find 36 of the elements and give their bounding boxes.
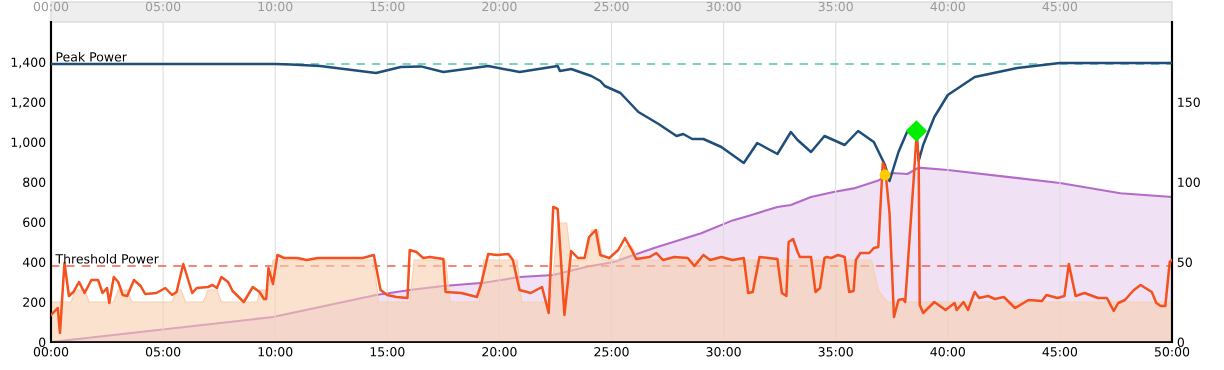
x-tick-label: 00:00 xyxy=(33,347,69,357)
x-tick-label: 40:00 xyxy=(930,347,965,357)
y2-tick-label: 0 xyxy=(1177,337,1184,347)
x2-tick-label: 25:00 xyxy=(594,1,629,12)
y2-tick-label: 50 xyxy=(1177,257,1192,267)
x-tick-label: 30:00 xyxy=(706,347,741,357)
x2-tick-label: 05:00 xyxy=(145,1,181,12)
y-tick-label: 0 xyxy=(39,337,46,347)
y-tick-label: 1,400 xyxy=(11,57,46,69)
x2-tick-label: 35:00 xyxy=(818,1,853,12)
ref-line-label: Threshold Power xyxy=(55,253,159,264)
x-tick-label: 50:00 xyxy=(1154,347,1190,357)
x-tick-label: 35:00 xyxy=(818,347,853,357)
x-tick-label: 45:00 xyxy=(1042,347,1078,357)
x2-tick-label: 45:00 xyxy=(1042,1,1078,12)
x2-tick-label: 30:00 xyxy=(706,1,741,12)
x2-tick-label: 15:00 xyxy=(370,1,405,12)
y-tick-label: 1,200 xyxy=(11,97,46,109)
x-tick-label: 05:00 xyxy=(145,347,181,357)
x2-tick-label: 10:00 xyxy=(258,1,293,12)
ref-line-label: Peak Power xyxy=(56,51,127,62)
y-tick-label: 1,000 xyxy=(11,137,46,149)
x2-tick-label: 00:00 xyxy=(33,1,69,12)
y-tick-label: 800 xyxy=(23,177,46,187)
y2-tick-label: 100 xyxy=(1178,177,1200,187)
line-series xyxy=(51,61,1172,183)
y-tick-label: 400 xyxy=(22,257,46,267)
x-tick-label: 20:00 xyxy=(482,347,517,357)
y-tick-label: 600 xyxy=(23,217,46,227)
x-tick-label: 10:00 xyxy=(258,347,293,357)
x2-tick-label: 20:00 xyxy=(482,1,517,12)
y-tick-label: 200 xyxy=(23,297,46,307)
x-tick-label: 15:00 xyxy=(370,347,405,357)
x-tick-label: 25:00 xyxy=(594,347,629,357)
y2-tick-label: 150 xyxy=(1178,97,1200,107)
x2-tick-label: 40:00 xyxy=(930,1,965,12)
